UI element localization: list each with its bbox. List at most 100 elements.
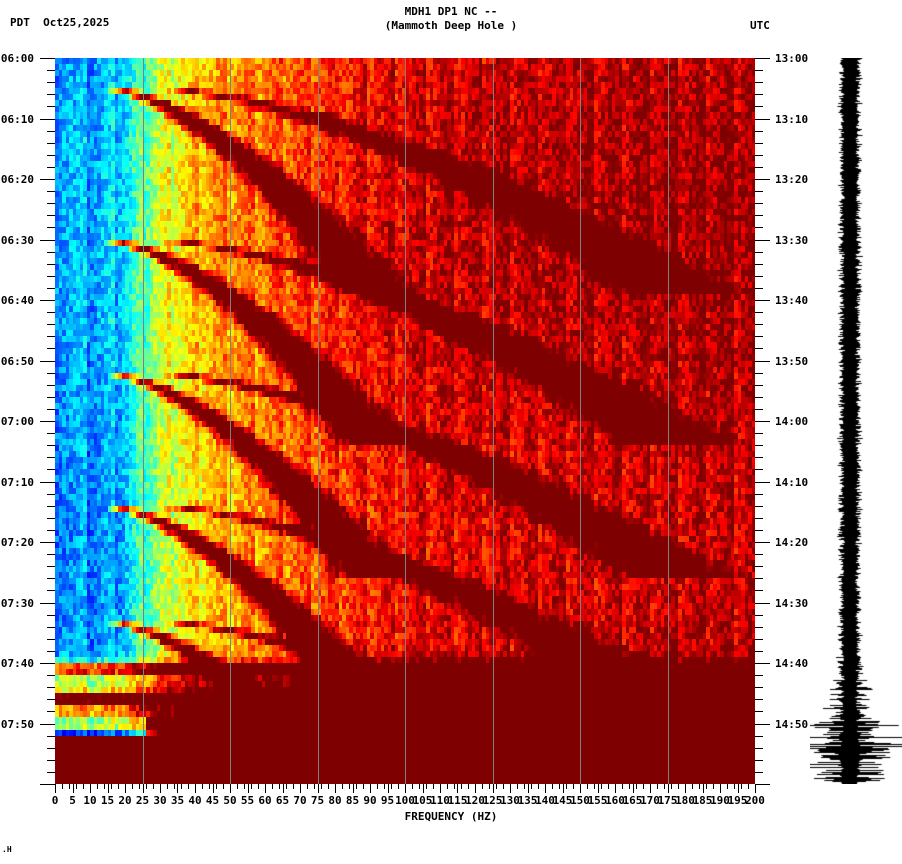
time-label-pdt: 07:50 <box>0 718 34 731</box>
frequency-tick-major <box>703 784 704 793</box>
page-title-line1: MDH1 DP1 NC -- <box>404 5 498 18</box>
time-tick-minor <box>755 70 763 71</box>
frequency-tick-minor <box>377 784 378 789</box>
time-tick-minor <box>755 94 763 95</box>
spectrogram-plot[interactable] <box>55 58 755 784</box>
frequency-tick-minor <box>657 784 658 789</box>
amplitude-trace-canvas <box>810 58 902 784</box>
time-label-utc: 14:30 <box>775 597 809 610</box>
frequency-tick-minor <box>202 784 203 789</box>
time-tick-minor <box>755 772 763 773</box>
time-tick-minor <box>47 736 55 737</box>
frequency-tick-minor <box>286 784 287 789</box>
frequency-tick-minor <box>412 784 413 789</box>
frequency-tick-major <box>213 784 214 793</box>
frequency-tick-minor <box>97 784 98 789</box>
time-tick-minor <box>47 155 55 156</box>
frequency-tick-minor <box>706 784 707 789</box>
time-tick-minor <box>47 433 55 434</box>
frequency-tick-minor <box>356 784 357 789</box>
time-label-pdt: 06:00 <box>0 52 34 65</box>
time-tick-major <box>40 361 55 362</box>
time-tick-minor <box>47 457 55 458</box>
frequency-tick-minor <box>713 784 714 789</box>
frequency-tick-minor <box>153 784 154 789</box>
time-tick-minor <box>755 445 763 446</box>
frequency-tick-major <box>335 784 336 793</box>
time-tick-minor <box>755 324 763 325</box>
frequency-tick-major <box>720 784 721 793</box>
frequency-tick-minor <box>167 784 168 789</box>
time-tick-minor <box>755 312 763 313</box>
time-tick-major <box>755 421 770 422</box>
time-tick-minor <box>755 578 763 579</box>
frequency-label: 30 <box>153 794 167 807</box>
frequency-label: 110 <box>430 794 450 807</box>
frequency-label: 90 <box>363 794 377 807</box>
frequency-label: 105 <box>412 794 433 807</box>
frequency-tick-minor <box>118 784 119 789</box>
frequency-tick-major <box>598 784 599 793</box>
time-tick-major <box>40 784 55 785</box>
time-tick-minor <box>47 397 55 398</box>
frequency-tick-minor <box>454 784 455 789</box>
frequency-tick-minor <box>83 784 84 789</box>
frequency-tick-minor <box>76 784 77 789</box>
frequency-tick-major <box>230 784 231 793</box>
frequency-tick-minor <box>601 784 602 789</box>
time-tick-major <box>40 603 55 604</box>
time-tick-major <box>755 179 770 180</box>
time-tick-minor <box>47 639 55 640</box>
frequency-tick-minor <box>622 784 623 789</box>
frequency-tick-minor <box>671 784 672 789</box>
frequency-tick-minor <box>237 784 238 789</box>
time-label-pdt: 07:40 <box>0 657 34 670</box>
header-left-timezone-date: PDT Oct25,2025 <box>10 16 109 29</box>
frequency-label: 115 <box>447 794 468 807</box>
time-tick-minor <box>755 518 763 519</box>
frequency-tick-major <box>423 784 424 793</box>
time-tick-major <box>755 724 770 725</box>
time-label-utc: 14:50 <box>775 718 809 731</box>
time-tick-minor <box>47 167 55 168</box>
frequency-tick-minor <box>678 784 679 789</box>
time-tick-minor <box>47 348 55 349</box>
time-label-pdt: 06:50 <box>0 355 34 368</box>
time-tick-minor <box>755 736 763 737</box>
frequency-tick-minor <box>216 784 217 789</box>
frequency-label: 170 <box>640 794 660 807</box>
frequency-tick-major <box>177 784 178 793</box>
frequency-label: 150 <box>570 794 590 807</box>
time-tick-minor <box>755 227 763 228</box>
frequency-tick-minor <box>293 784 294 789</box>
frequency-tick-major <box>300 784 301 793</box>
frequency-tick-minor <box>559 784 560 789</box>
header-date: Oct25,2025 <box>43 16 110 29</box>
time-tick-minor <box>47 506 55 507</box>
frequency-tick-minor <box>111 784 112 789</box>
frequency-tick-minor <box>573 784 574 789</box>
time-tick-minor <box>755 494 763 495</box>
time-tick-minor <box>47 675 55 676</box>
time-label-utc: 14:40 <box>775 657 809 670</box>
frequency-label: 155 <box>587 794 608 807</box>
time-tick-minor <box>755 748 763 749</box>
time-tick-minor <box>755 639 763 640</box>
frequency-tick-minor <box>433 784 434 789</box>
frequency-tick-minor <box>489 784 490 789</box>
frequency-tick-minor <box>566 784 567 789</box>
time-label-pdt: 07:00 <box>0 415 34 428</box>
time-tick-minor <box>47 264 55 265</box>
time-tick-major <box>40 240 55 241</box>
time-tick-minor <box>47 82 55 83</box>
time-tick-minor <box>755 711 763 712</box>
frequency-tick-minor <box>251 784 252 789</box>
time-tick-major <box>755 58 770 59</box>
time-tick-major <box>40 724 55 725</box>
frequency-tick-major <box>55 784 56 793</box>
time-tick-minor <box>755 288 763 289</box>
frequency-label: 25 <box>135 794 150 807</box>
time-tick-minor <box>47 131 55 132</box>
time-tick-major <box>40 58 55 59</box>
frequency-tick-minor <box>363 784 364 789</box>
